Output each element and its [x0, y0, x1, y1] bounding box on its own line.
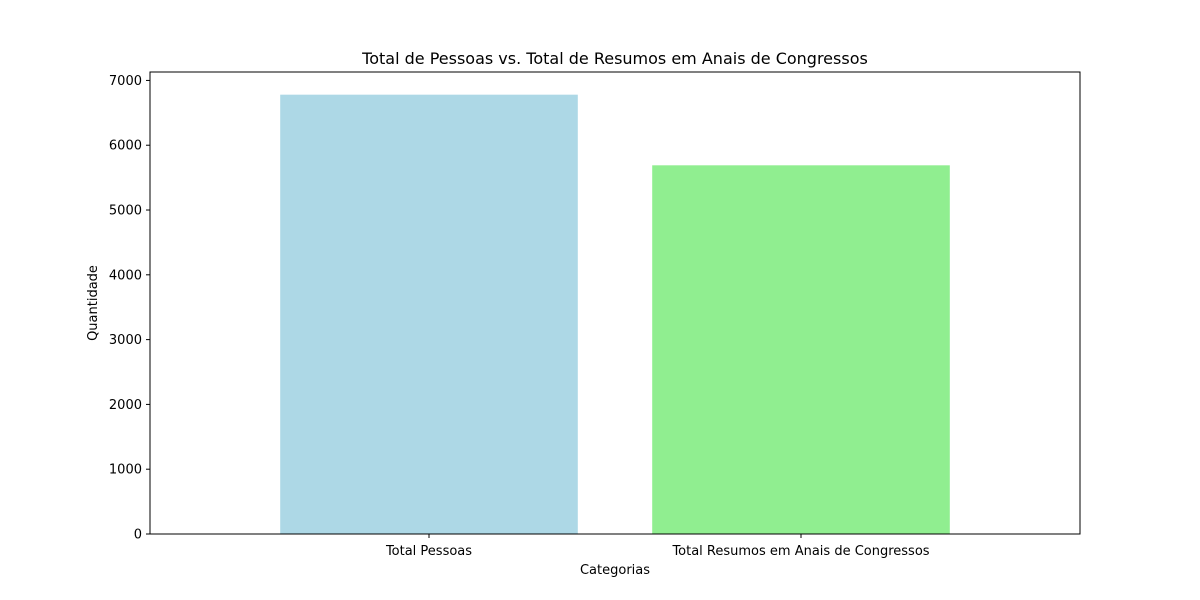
chart-title: Total de Pessoas vs. Total de Resumos em…: [361, 49, 868, 68]
y-tick-label: 6000: [109, 139, 142, 154]
y-tick-label: 5000: [109, 204, 142, 219]
x-tick-label: Total Resumos em Anais de Congressos: [671, 544, 929, 559]
y-axis: 0 1000 2000 3000 4000 5000 6000 7000: [109, 74, 150, 543]
bar-1: [280, 94, 578, 534]
y-tick-label: 0: [134, 528, 142, 543]
y-tick-label: 7000: [109, 74, 142, 89]
x-axis-label: Categorias: [580, 563, 650, 578]
x-axis: Total Pessoas Total Resumos em Anais de C…: [385, 534, 930, 559]
bars-group: [280, 94, 950, 534]
y-axis-label: Quantidade: [86, 265, 101, 341]
plot-frame: [149, 71, 1081, 535]
x-tick-label: Total Pessoas: [385, 544, 472, 559]
y-tick-label: 2000: [109, 398, 142, 413]
y-tick-label: 3000: [109, 333, 142, 348]
y-tick-label: 4000: [109, 268, 142, 283]
y-tick-label: 1000: [109, 463, 142, 478]
bar-2: [652, 165, 950, 534]
